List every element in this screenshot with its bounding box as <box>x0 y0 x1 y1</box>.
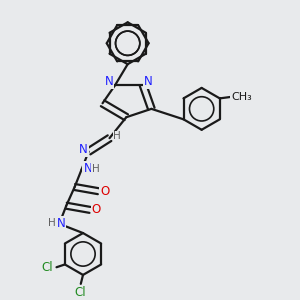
Text: H: H <box>48 218 55 228</box>
Text: H: H <box>113 131 121 142</box>
Text: H: H <box>92 164 99 174</box>
Text: N: N <box>83 162 92 176</box>
Text: CH₃: CH₃ <box>231 92 252 102</box>
Text: O: O <box>100 185 109 198</box>
Text: N: N <box>105 75 113 88</box>
Text: N: N <box>144 75 152 88</box>
Text: N: N <box>79 143 88 156</box>
Text: N: N <box>57 217 65 230</box>
Text: Cl: Cl <box>41 261 53 274</box>
Text: O: O <box>92 203 101 216</box>
Text: Cl: Cl <box>74 286 86 299</box>
